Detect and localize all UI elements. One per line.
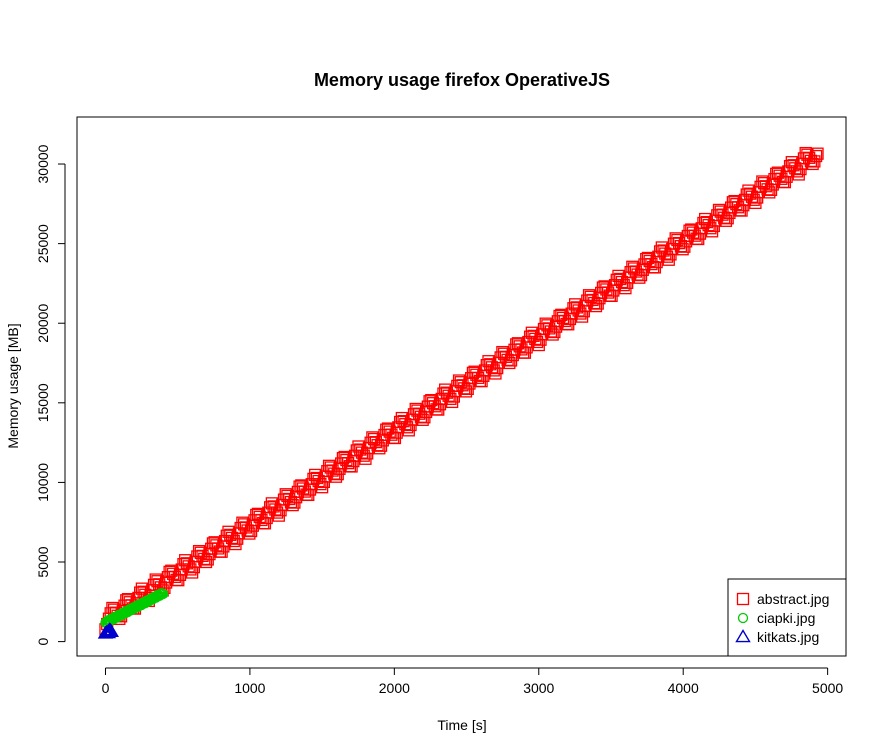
y-tick-label: 5000 (35, 546, 51, 577)
abstract-point (459, 385, 473, 398)
x-axis: 0 1000 2000 3000 4000 5000 (102, 667, 843, 696)
y-tick-label: 20000 (35, 304, 51, 343)
x-tick-label: 1000 (234, 680, 265, 696)
abstract-point (416, 413, 429, 426)
legend-marker (737, 612, 749, 624)
y-tick-label: 0 (35, 638, 51, 646)
abstract-point (809, 149, 823, 163)
abstract-point (243, 527, 256, 540)
abstract-point (286, 498, 299, 512)
y-tick-label: 25000 (35, 224, 51, 263)
abstract-point (373, 442, 386, 455)
kitkats-point (100, 625, 117, 639)
ciapki-point (158, 588, 169, 600)
x-tick-label: 5000 (812, 680, 843, 696)
x-tick-label: 3000 (523, 680, 554, 696)
legend-entry: abstract.jpg (736, 591, 829, 607)
abstract-point (503, 356, 516, 370)
legend-label: abstract.jpg (757, 591, 829, 607)
legend-marker (736, 592, 750, 606)
plot-frame (76, 116, 847, 657)
abstract-point (811, 147, 824, 160)
x-tick-label: 2000 (379, 680, 410, 696)
legend-entry: ciapki.jpg (737, 610, 815, 626)
abstract-point (763, 186, 776, 199)
x-tick-label: 0 (102, 680, 110, 696)
legend: abstract.jpg ciapki.jpg kitkats.jpg (727, 578, 847, 657)
abstract-point (199, 555, 213, 569)
legend-label: ciapki.jpg (757, 610, 815, 626)
abstract-point (676, 243, 689, 256)
legend-marker (735, 629, 751, 643)
y-tick-label: 10000 (35, 463, 51, 502)
y-tick-label: 30000 (35, 144, 51, 183)
legend-label: kitkats.jpg (757, 629, 819, 645)
y-axis-label: Memory usage [MB] (5, 323, 21, 448)
abstract-point (633, 271, 646, 284)
abstract-point (719, 214, 733, 227)
abstract-point (546, 328, 559, 341)
data-points (97, 146, 824, 639)
chart-title: Memory usage firefox OperativeJS (314, 70, 610, 90)
abstract-point (589, 299, 603, 313)
x-tick-label: 4000 (668, 680, 699, 696)
x-axis-label: Time [s] (437, 717, 486, 733)
legend-entry: kitkats.jpg (735, 629, 819, 645)
kitkats-point (103, 623, 119, 637)
abstract-point (329, 470, 343, 483)
y-tick-label: 15000 (35, 383, 51, 422)
y-axis: 0 5000 10000 15000 20000 25000 30000 (35, 144, 66, 646)
